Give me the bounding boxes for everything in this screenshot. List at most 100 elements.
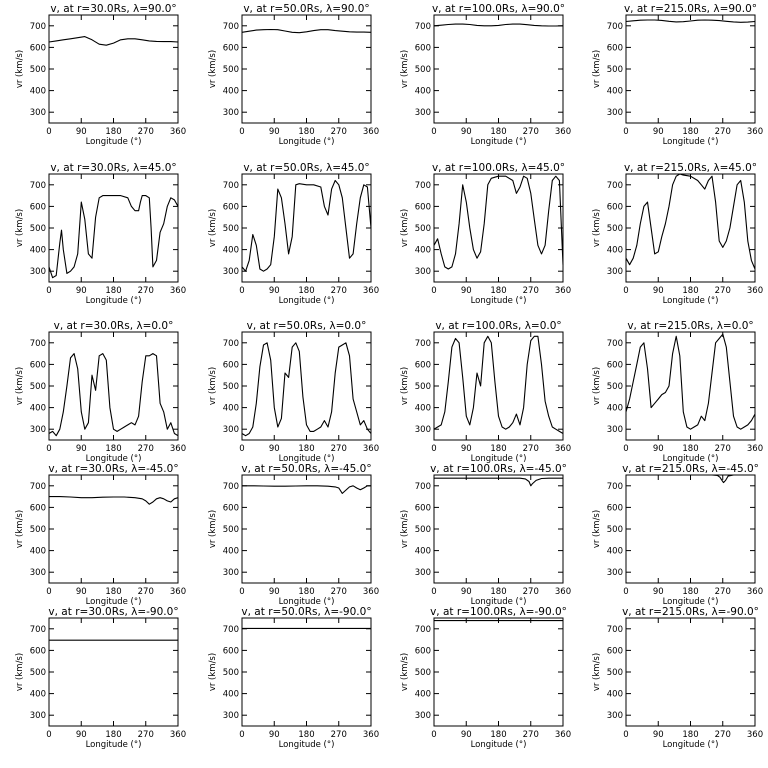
x-tick-label: 180 — [298, 127, 314, 137]
x-axis-label: Longitude (°) — [663, 454, 719, 464]
x-tick-label: 270 — [331, 286, 347, 296]
x-tick-label: 180 — [490, 127, 506, 137]
y-tick-label: 300 — [223, 425, 239, 435]
y-tick-label: 500 — [30, 65, 46, 75]
series-line — [48, 36, 179, 46]
y-axis-label: vr (km/s) — [15, 50, 25, 88]
x-tick-label: 360 — [555, 286, 571, 296]
x-axis-label: Longitude (°) — [86, 597, 142, 607]
plot-frame — [241, 617, 372, 727]
panel-title: v, at r=50.0Rs, λ=-45.0° — [241, 463, 371, 475]
y-tick-label: 300 — [607, 568, 623, 578]
x-tick-label: 180 — [682, 444, 698, 454]
y-tick-label: 700 — [415, 339, 431, 349]
y-tick-label: 400 — [30, 547, 46, 557]
panel-title: v, at r=30.0Rs, λ=-90.0° — [48, 606, 178, 618]
chart-panel: v, at r=50.0Rs, λ=45.0° 0 90 180 270 360 300 40… — [208, 162, 379, 306]
plot-frame — [433, 14, 564, 124]
series-line — [242, 485, 371, 494]
y-tick-label: 300 — [30, 425, 46, 435]
panel-title: v, at r=100.0Rs, λ=-90.0° — [430, 606, 567, 618]
y-tick-label: 500 — [223, 65, 239, 75]
series-line — [625, 19, 756, 23]
x-tick-label: 270 — [331, 444, 347, 454]
y-tick-label: 600 — [223, 646, 239, 656]
y-tick-label: 300 — [223, 108, 239, 118]
plot-frame — [48, 173, 179, 283]
x-axis-label: Longitude (°) — [86, 740, 142, 750]
x-tick-label: 90 — [653, 127, 664, 137]
y-tick-label: 600 — [415, 503, 431, 513]
y-tick-label: 500 — [415, 382, 431, 392]
y-tick-label: 400 — [607, 246, 623, 256]
x-tick-label: 270 — [138, 444, 154, 454]
series-line — [433, 335, 564, 434]
y-tick-label: 300 — [415, 267, 431, 277]
x-tick-label: 180 — [298, 444, 314, 454]
chart-panel: v, at r=100.0Rs, λ=-90.0° 0 90 180 270 360 300… — [400, 606, 571, 750]
chart-panel: v, at r=30.0Rs, λ=0.0° 0 90 180 270 360 300 400… — [15, 320, 186, 464]
y-tick-label: 300 — [607, 267, 623, 277]
y-tick-label: 700 — [223, 181, 239, 191]
y-tick-label: 700 — [415, 22, 431, 32]
x-axis-label: Longitude (°) — [86, 296, 142, 306]
x-tick-label: 360 — [170, 444, 186, 454]
x-tick-label: 270 — [523, 730, 539, 740]
x-tick-label: 180 — [490, 730, 506, 740]
x-axis-label: Longitude (°) — [663, 597, 719, 607]
y-tick-label: 700 — [30, 625, 46, 635]
y-tick-label: 600 — [415, 360, 431, 370]
y-axis-label: vr (km/s) — [400, 510, 410, 548]
plot-frame — [625, 617, 756, 727]
panel-title: v, at r=30.0Rs, λ=0.0° — [54, 320, 174, 332]
x-tick-label: 90 — [653, 286, 664, 296]
y-tick-label: 300 — [415, 108, 431, 118]
y-tick-label: 600 — [30, 646, 46, 656]
x-tick-label: 270 — [138, 587, 154, 597]
y-tick-label: 400 — [607, 404, 623, 414]
y-tick-label: 400 — [223, 690, 239, 700]
y-tick-label: 600 — [30, 503, 46, 513]
chart-panel: v, at r=30.0Rs, λ=45.0° 0 90 180 270 360 300 40… — [15, 162, 186, 306]
y-tick-label: 300 — [607, 425, 623, 435]
series-line — [433, 23, 564, 27]
x-tick-label: 0 — [623, 444, 628, 454]
y-tick-label: 600 — [607, 360, 623, 370]
chart-panel: v, at r=50.0Rs, λ=-45.0° 0 90 180 270 360 300 4… — [208, 463, 379, 607]
x-tick-label: 360 — [363, 286, 379, 296]
y-tick-label: 700 — [30, 339, 46, 349]
panel-title: v, at r=100.0Rs, λ=0.0° — [435, 320, 561, 332]
x-tick-label: 90 — [461, 730, 472, 740]
y-tick-label: 500 — [223, 668, 239, 678]
x-tick-label: 360 — [170, 127, 186, 137]
x-tick-label: 180 — [105, 444, 121, 454]
x-tick-label: 90 — [461, 444, 472, 454]
chart-panel: v, at r=215.0Rs, λ=90.0° 0 90 180 270 360 300 4… — [592, 3, 763, 147]
x-axis-label: Longitude (°) — [279, 296, 335, 306]
x-tick-label: 0 — [431, 127, 436, 137]
series-line — [48, 195, 179, 279]
y-tick-label: 400 — [415, 547, 431, 557]
plot-frame — [241, 474, 372, 584]
x-tick-label: 360 — [555, 444, 571, 454]
x-tick-label: 270 — [715, 286, 731, 296]
x-tick-label: 0 — [431, 286, 436, 296]
x-tick-label: 0 — [46, 730, 51, 740]
x-tick-label: 90 — [269, 730, 280, 740]
x-tick-label: 0 — [431, 587, 436, 597]
y-tick-label: 300 — [415, 711, 431, 721]
y-tick-label: 400 — [223, 246, 239, 256]
x-tick-label: 270 — [523, 444, 539, 454]
y-tick-label: 400 — [30, 690, 46, 700]
panel-title: v, at r=100.0Rs, λ=-45.0° — [430, 463, 567, 475]
y-tick-label: 400 — [415, 87, 431, 97]
x-tick-label: 360 — [363, 730, 379, 740]
x-tick-label: 270 — [138, 286, 154, 296]
y-tick-label: 300 — [30, 267, 46, 277]
x-tick-label: 90 — [76, 730, 87, 740]
series-line — [49, 496, 179, 505]
x-tick-label: 180 — [105, 730, 121, 740]
y-axis-label: vr (km/s) — [400, 50, 410, 88]
y-tick-label: 500 — [30, 382, 46, 392]
series-line — [48, 353, 179, 437]
